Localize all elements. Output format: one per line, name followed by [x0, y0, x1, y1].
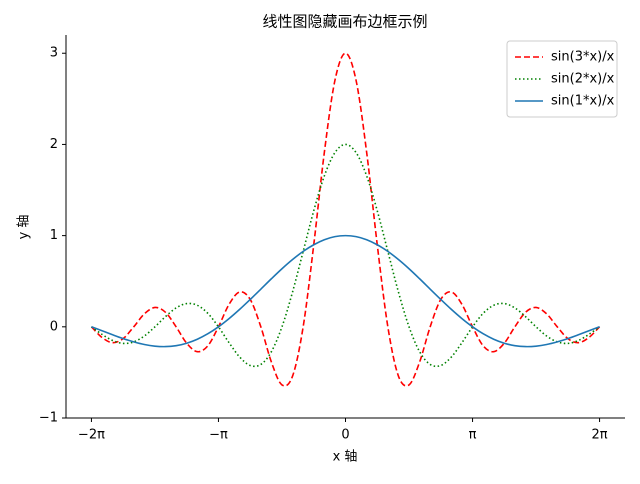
line-series [91, 234, 600, 348]
legend-label: sin(3*x)/x [551, 50, 615, 65]
y-axis-label: y 轴 [17, 215, 32, 240]
chart-title: 线性图隐藏画布边框示例 [262, 13, 427, 31]
x-tick-label: 2π [592, 428, 608, 443]
y-tick-label: −1 [39, 411, 58, 426]
y-tick-label: 2 [50, 137, 58, 152]
legend-label: sin(2*x)/x [551, 72, 615, 87]
y-tick-label: 0 [50, 319, 58, 334]
x-tick-label: −2π [78, 428, 105, 443]
y-tick-label: 1 [50, 228, 58, 243]
legend: sin(3*x)/x sin(2*x)/x sin(1*x)/x [506, 40, 618, 118]
y-tick-label: 3 [50, 46, 58, 61]
x-tick-label: 0 [341, 428, 349, 443]
legend-label: sin(1*x)/x [551, 94, 615, 109]
legend-box [506, 40, 618, 118]
x-tick-label: −π [209, 428, 228, 443]
x-axis-label: x 轴 [333, 450, 358, 465]
line-series [90, 143, 601, 368]
x-tick-label: π [469, 428, 477, 443]
